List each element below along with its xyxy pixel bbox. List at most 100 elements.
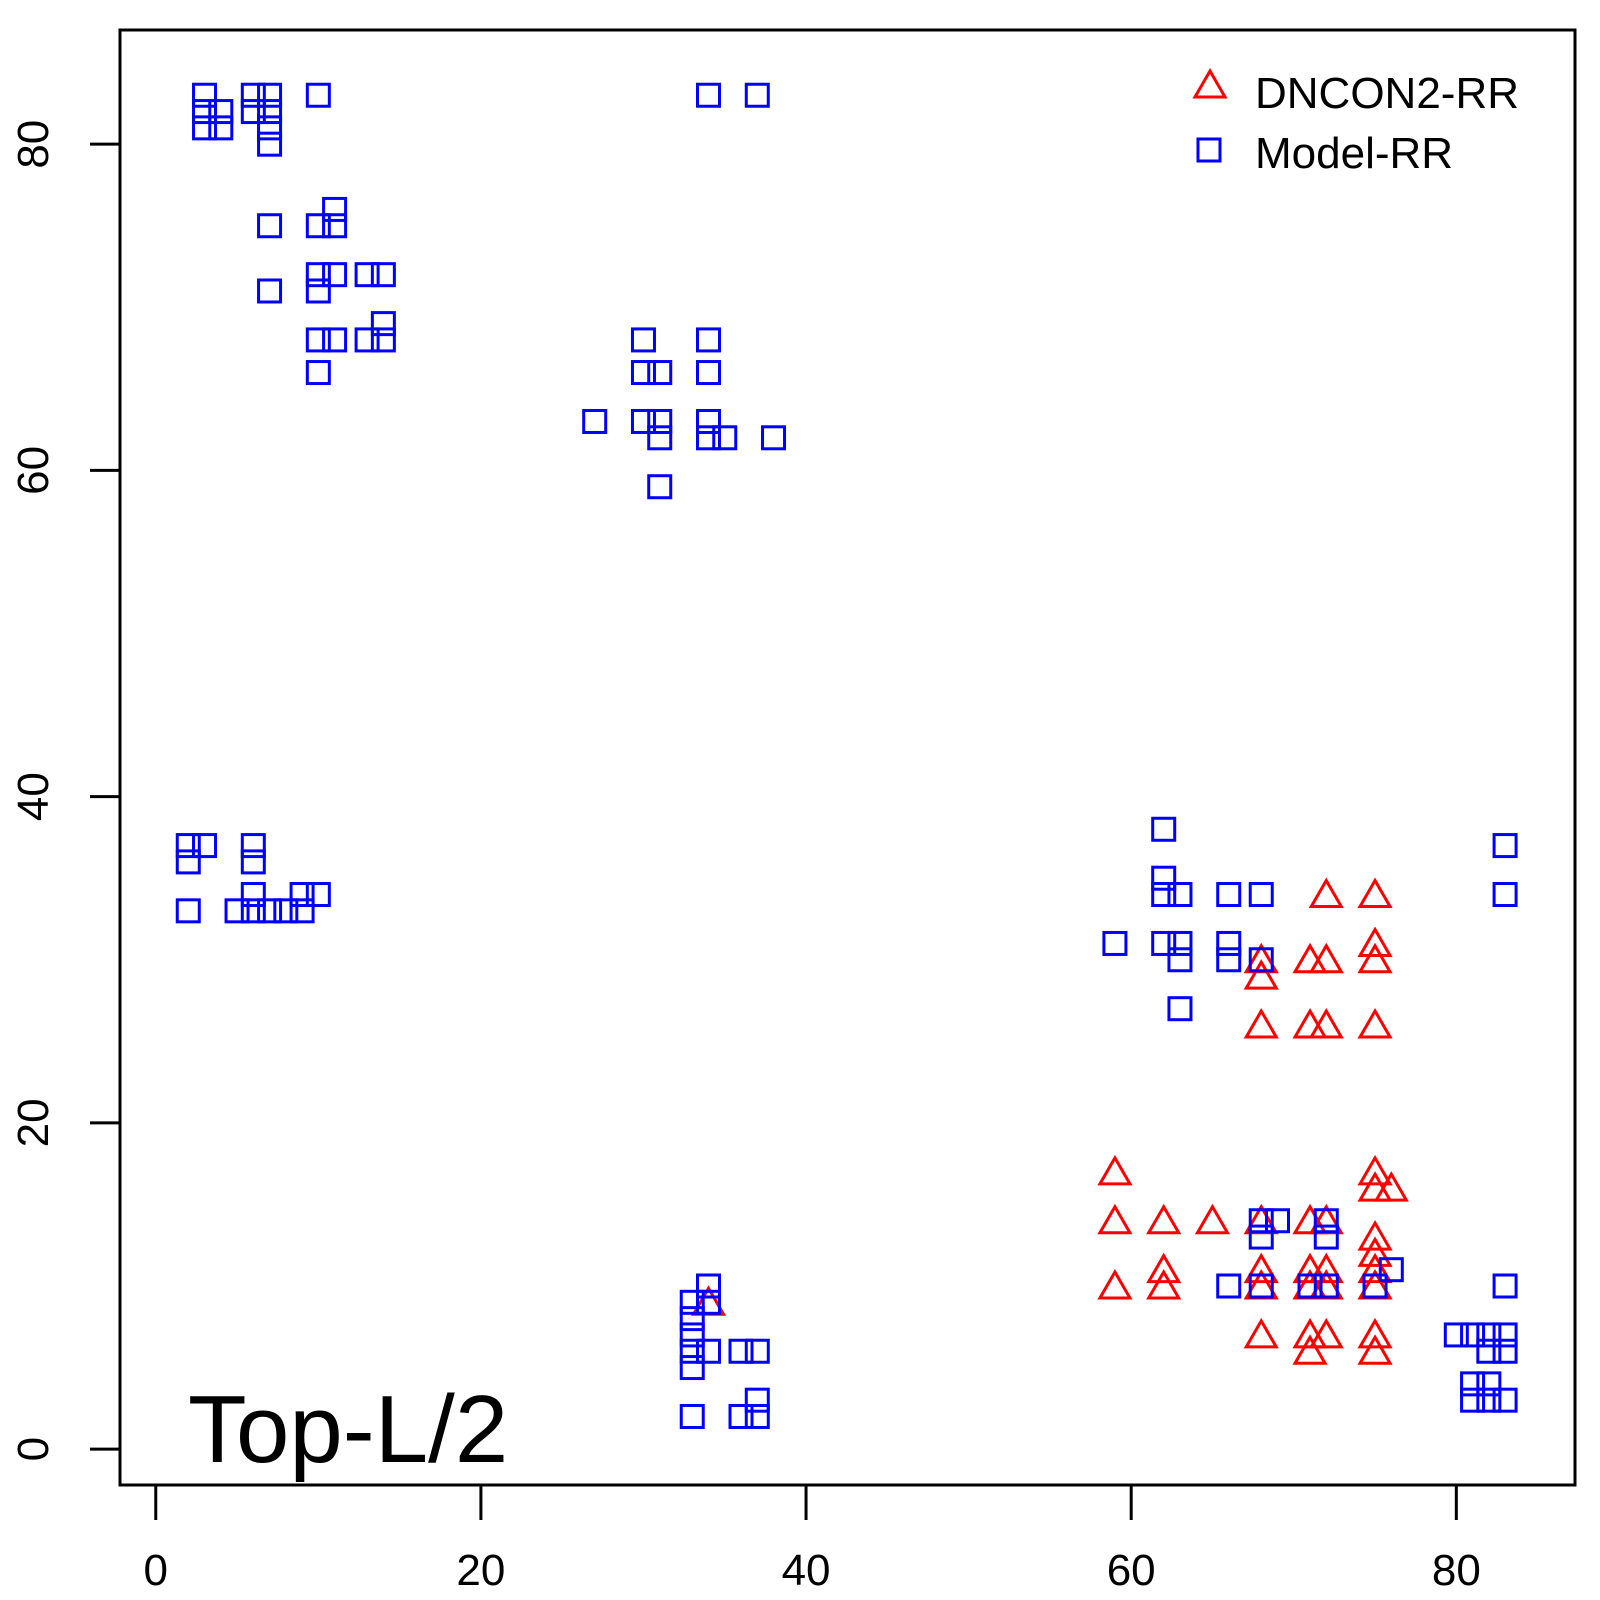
point-square (1460, 1371, 1486, 1397)
point-triangle (1146, 1268, 1182, 1300)
point-square (192, 82, 218, 108)
legend: DNCON2-RR Model-RR (1192, 67, 1519, 178)
point-triangle (1357, 1334, 1393, 1365)
point-square (647, 425, 673, 451)
point-triangle (1194, 1203, 1231, 1235)
point-square (192, 833, 218, 859)
point-square (1151, 930, 1177, 956)
y-tick-label: 60 (9, 446, 58, 495)
legend-label-series-1: DNCON2-RR (1255, 69, 1519, 118)
point-square (224, 898, 250, 924)
point-square (273, 898, 299, 924)
point-square (744, 1387, 770, 1413)
point-square (305, 360, 331, 386)
point-square (322, 262, 348, 288)
point-square (305, 882, 331, 908)
point-square (1248, 947, 1274, 973)
point-square (696, 1273, 722, 1299)
point-triangle (1243, 1317, 1279, 1349)
point-square (1216, 882, 1242, 908)
point-square (175, 833, 201, 859)
point-square (679, 1338, 705, 1364)
point-square (679, 1403, 705, 1429)
point-square (192, 99, 218, 125)
point-triangle (1146, 1203, 1182, 1235)
point-square (257, 99, 283, 125)
point-square (208, 99, 234, 125)
point-square (1492, 1387, 1518, 1413)
point-square (1216, 947, 1242, 973)
point-square (1313, 1273, 1339, 1299)
legend-marker-triangle (1192, 67, 1228, 99)
point-square (1313, 1208, 1339, 1234)
point-square (647, 408, 673, 434)
point-square (240, 898, 266, 924)
point-square (1167, 947, 1193, 973)
point-square (370, 262, 396, 288)
point-square (1476, 1322, 1502, 1348)
point-square (305, 327, 331, 353)
point-triangle (1357, 1317, 1393, 1349)
point-square (761, 425, 787, 451)
point-square (1476, 1387, 1502, 1413)
point-square (1216, 1273, 1242, 1299)
point-triangle (1357, 926, 1393, 957)
point-square (1297, 1273, 1323, 1299)
legend-label-series-2: Model-RR (1255, 129, 1453, 178)
point-square (208, 115, 234, 141)
point-triangle (1357, 1008, 1393, 1039)
point-triangle (1357, 877, 1393, 909)
point-square (1362, 1273, 1388, 1299)
point-triangle (1097, 1268, 1133, 1300)
point-triangle (1308, 1317, 1344, 1349)
point-triangle (1357, 1220, 1393, 1251)
point-square (322, 196, 348, 222)
point-square (322, 213, 348, 239)
point-square (1151, 816, 1177, 842)
plot-frame (118, 28, 1577, 1487)
point-square (696, 1289, 722, 1315)
point-square (240, 849, 266, 875)
point-triangle (1146, 1252, 1182, 1284)
x-tick-label: 60 (1107, 1546, 1156, 1595)
point-square (1167, 882, 1193, 908)
x-tick-label: 0 (144, 1546, 168, 1595)
point-square (240, 882, 266, 908)
point-square (305, 262, 331, 288)
point-triangle (1357, 1236, 1393, 1267)
y-tick-label: 20 (9, 1098, 58, 1147)
point-square (289, 898, 315, 924)
point-square (175, 849, 201, 875)
point-triangle (1373, 1171, 1409, 1202)
point-square (289, 882, 315, 908)
point-triangle (1243, 959, 1279, 990)
point-triangle (1292, 942, 1328, 974)
point-triangle (1308, 1252, 1344, 1284)
point-square (1248, 1224, 1274, 1250)
point-triangle (1357, 1154, 1393, 1186)
point-triangle (1243, 1252, 1279, 1284)
point-square (728, 1403, 754, 1429)
point-square (305, 278, 331, 304)
point-square (1460, 1387, 1486, 1413)
point-square (647, 474, 673, 500)
point-square (696, 360, 722, 386)
point-square (679, 1306, 705, 1332)
point-triangle (1097, 1154, 1133, 1186)
point-square (679, 1289, 705, 1315)
point-square (630, 327, 656, 353)
point-square (257, 278, 283, 304)
point-square (679, 1322, 705, 1348)
x-tick-label: 80 (1432, 1546, 1481, 1595)
point-square (696, 82, 722, 108)
point-square (696, 1338, 722, 1364)
point-square (257, 115, 283, 141)
point-square (1264, 1208, 1290, 1234)
point-square (240, 833, 266, 859)
point-square (370, 311, 396, 337)
point-square (257, 82, 283, 108)
x-tick-label: 20 (456, 1546, 505, 1595)
x-tick-label: 40 (782, 1546, 831, 1595)
point-square (305, 213, 331, 239)
point-square (257, 213, 283, 239)
